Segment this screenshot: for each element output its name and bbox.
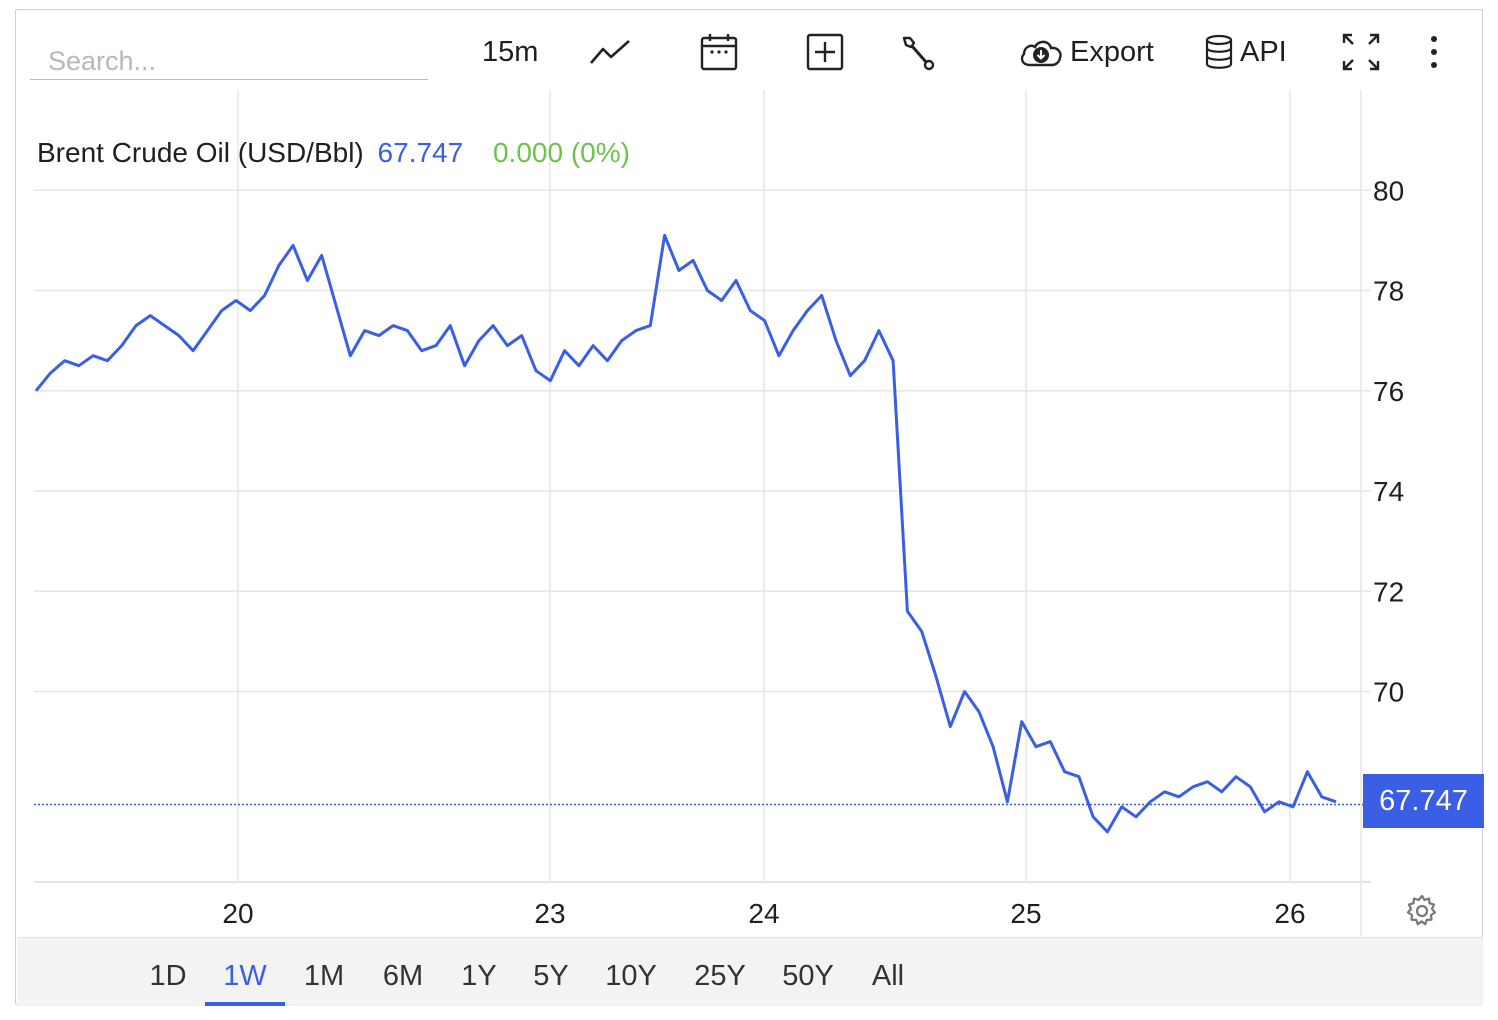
x-tick-label: 23	[534, 898, 565, 929]
y-tick-label: 74	[1373, 476, 1404, 507]
gear-icon	[1406, 894, 1437, 926]
interval-label: 15m	[482, 35, 539, 68]
range-button-6m[interactable]: 6M	[382, 960, 424, 992]
cloud-download-icon	[1020, 40, 1062, 67]
add-indicator-icon	[806, 33, 844, 71]
active-range-underline	[205, 1002, 285, 1006]
y-tick-label: 78	[1373, 276, 1404, 307]
database-icon	[1205, 34, 1233, 69]
add-indicator-button[interactable]	[806, 30, 844, 74]
settings-tool-button[interactable]	[898, 30, 936, 74]
export-label: Export	[1070, 35, 1154, 68]
more-vertical-icon	[1431, 36, 1437, 68]
api-button[interactable]: API	[1204, 30, 1287, 74]
range-button-5y[interactable]: 5Y	[533, 960, 569, 992]
range-button-1w[interactable]: 1W	[223, 960, 267, 992]
range-button-25y[interactable]: 25Y	[694, 960, 746, 992]
fullscreen-icon	[1342, 33, 1380, 71]
range-button-all[interactable]: All	[871, 960, 905, 992]
chart-type-button[interactable]	[589, 30, 631, 74]
interval-button[interactable]: 15m	[482, 30, 538, 74]
export-button[interactable]: Export	[1018, 30, 1154, 74]
api-label: API	[1240, 35, 1287, 68]
series-name: Brent Crude Oil (USD/Bbl)	[37, 137, 364, 168]
chart-widget: 15m	[15, 9, 1484, 1006]
range-button-50y[interactable]: 50Y	[782, 960, 834, 992]
x-tick-label: 24	[748, 898, 779, 929]
range-button-1m[interactable]: 1M	[303, 960, 345, 992]
x-tick-label: 20	[222, 898, 253, 929]
last-price-tag: 67.747	[1363, 774, 1484, 828]
more-options-button[interactable]	[1426, 30, 1442, 74]
line-chart-icon	[590, 40, 630, 64]
search-input[interactable]	[30, 44, 428, 80]
x-tick-label: 26	[1274, 898, 1305, 929]
calendar-icon	[700, 34, 738, 71]
y-tick-label: 80	[1373, 175, 1404, 206]
x-tick-label: 25	[1010, 898, 1041, 929]
price-chart[interactable]: 20 23 24 25 26 80 78 76 74 72 70	[16, 10, 1482, 936]
wrench-icon	[902, 36, 935, 71]
series-change: 0.000 (0%)	[492, 137, 630, 168]
range-button-10y[interactable]: 10Y	[605, 960, 657, 992]
y-tick-label: 72	[1373, 576, 1404, 607]
fullscreen-button[interactable]	[1341, 30, 1381, 74]
series-legend: Brent Crude Oil (USD/Bbl) 67.747 0.000 (…	[37, 137, 630, 169]
range-button-1d[interactable]: 1D	[149, 960, 187, 992]
toolbar: 15m	[16, 10, 1482, 100]
range-button-1y[interactable]: 1Y	[461, 960, 497, 992]
date-range-button[interactable]	[700, 30, 738, 74]
chart-settings-button[interactable]	[1404, 893, 1440, 934]
y-tick-label: 70	[1373, 677, 1404, 708]
y-tick-label: 76	[1373, 376, 1404, 407]
price-series-line	[34, 233, 1337, 834]
range-selector: 1D 1W 1M 6M 1Y 5Y 10Y 25Y 50Y All	[17, 937, 1483, 1006]
series-price: 67.747	[377, 137, 464, 168]
